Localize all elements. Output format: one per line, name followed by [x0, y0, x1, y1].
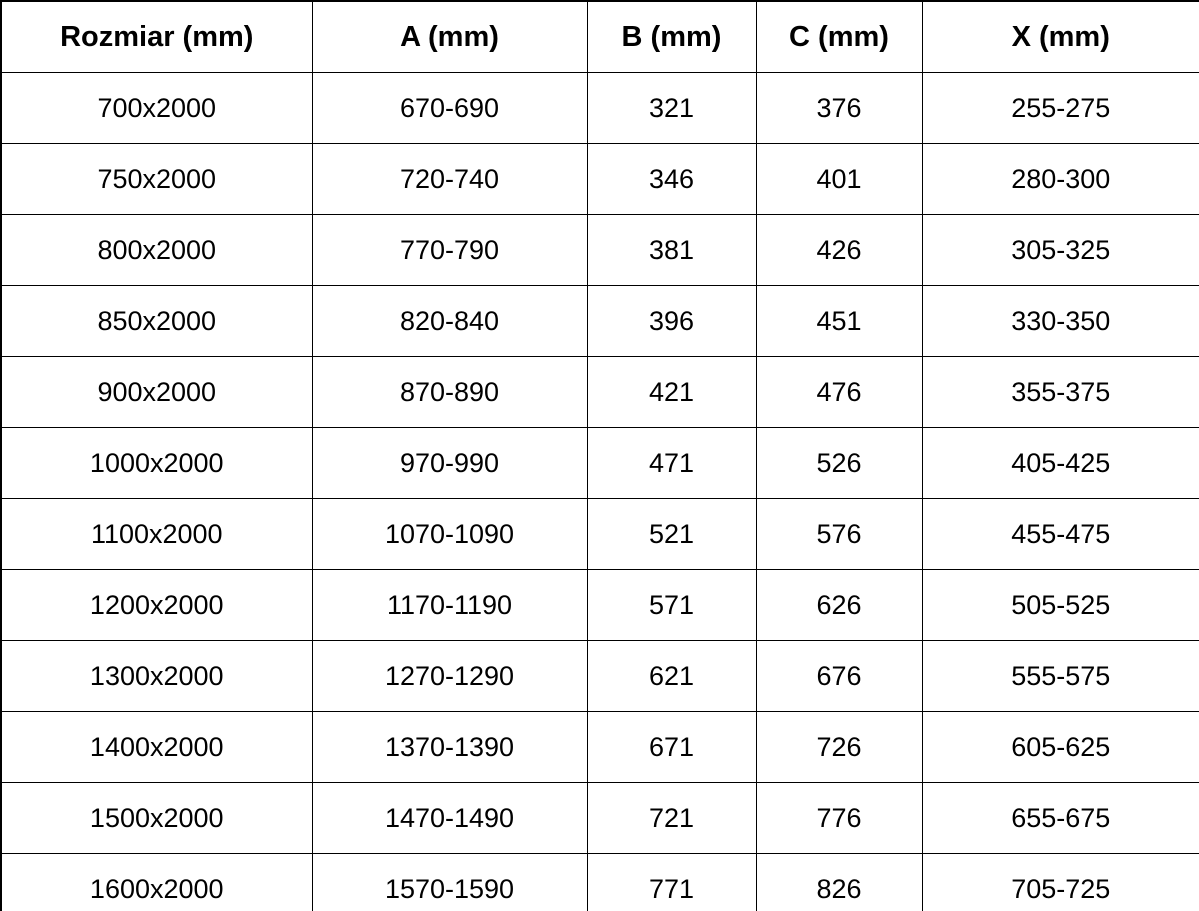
table-cell: 970-990 [311, 427, 588, 499]
table-cell: 671 [586, 711, 757, 783]
table-cell: 626 [755, 569, 923, 641]
table-cell: 576 [755, 498, 923, 570]
table-cell: 1270-1290 [311, 640, 588, 712]
table-cell: 870-890 [311, 356, 588, 428]
column-header: C (mm) [755, 0, 923, 73]
table-row: 900x2000 870-890 421 476 355-375 [0, 356, 1199, 428]
table-row: 1000x2000 970-990 471 526 405-425 [0, 427, 1199, 499]
table-cell: 1070-1090 [311, 498, 588, 570]
column-header: X (mm) [921, 0, 1199, 73]
table-cell: 346 [586, 143, 757, 215]
table-row: 1200x2000 1170-1190 571 626 505-525 [0, 569, 1199, 641]
table-cell: 800x2000 [0, 214, 313, 286]
table-cell: 1000x2000 [0, 427, 313, 499]
table-cell: 555-575 [921, 640, 1199, 712]
table-row: 1500x2000 1470-1490 721 776 655-675 [0, 782, 1199, 854]
table-cell: 1470-1490 [311, 782, 588, 854]
table-cell: 405-425 [921, 427, 1199, 499]
table-row: 750x2000 720-740 346 401 280-300 [0, 143, 1199, 215]
table-cell: 401 [755, 143, 923, 215]
table-cell: 1500x2000 [0, 782, 313, 854]
table-cell: 820-840 [311, 285, 588, 357]
table-cell: 1300x2000 [0, 640, 313, 712]
table-cell: 726 [755, 711, 923, 783]
table-cell: 1400x2000 [0, 711, 313, 783]
table-cell: 421 [586, 356, 757, 428]
table-cell: 376 [755, 72, 923, 144]
table-cell: 900x2000 [0, 356, 313, 428]
table-cell: 521 [586, 498, 757, 570]
table-cell: 330-350 [921, 285, 1199, 357]
table-cell: 455-475 [921, 498, 1199, 570]
table-cell: 700x2000 [0, 72, 313, 144]
table-cell: 1170-1190 [311, 569, 588, 641]
table-cell: 255-275 [921, 72, 1199, 144]
table-cell: 505-525 [921, 569, 1199, 641]
table-cell: 670-690 [311, 72, 588, 144]
table-cell: 721 [586, 782, 757, 854]
table-row: 850x2000 820-840 396 451 330-350 [0, 285, 1199, 357]
table-cell: 280-300 [921, 143, 1199, 215]
table-cell: 720-740 [311, 143, 588, 215]
table-cell: 396 [586, 285, 757, 357]
table-cell: 1570-1590 [311, 853, 588, 911]
table-cell: 426 [755, 214, 923, 286]
table-cell: 381 [586, 214, 757, 286]
table-row: 1400x2000 1370-1390 671 726 605-625 [0, 711, 1199, 783]
table-cell: 1100x2000 [0, 498, 313, 570]
table-cell: 451 [755, 285, 923, 357]
table-row: 1600x2000 1570-1590 771 826 705-725 [0, 853, 1199, 911]
table-cell: 305-325 [921, 214, 1199, 286]
table-cell: 850x2000 [0, 285, 313, 357]
table-row: 800x2000 770-790 381 426 305-325 [0, 214, 1199, 286]
column-header: A (mm) [311, 0, 588, 73]
table-cell: 1200x2000 [0, 569, 313, 641]
table-row: 1100x2000 1070-1090 521 576 455-475 [0, 498, 1199, 570]
table-cell: 705-725 [921, 853, 1199, 911]
table-cell: 571 [586, 569, 757, 641]
table-row: 1300x2000 1270-1290 621 676 555-575 [0, 640, 1199, 712]
table-cell: 776 [755, 782, 923, 854]
table-cell: 1370-1390 [311, 711, 588, 783]
column-header: Rozmiar (mm) [0, 0, 313, 73]
table-cell: 621 [586, 640, 757, 712]
table-cell: 321 [586, 72, 757, 144]
table-cell: 355-375 [921, 356, 1199, 428]
table-cell: 1600x2000 [0, 853, 313, 911]
column-header: B (mm) [586, 0, 757, 73]
table-cell: 676 [755, 640, 923, 712]
table-cell: 826 [755, 853, 923, 911]
table-cell: 770-790 [311, 214, 588, 286]
table-cell: 605-625 [921, 711, 1199, 783]
table-cell: 471 [586, 427, 757, 499]
table-cell: 526 [755, 427, 923, 499]
table-header-row: Rozmiar (mm) A (mm) B (mm) C (mm) X (mm) [0, 0, 1199, 73]
table-cell: 771 [586, 853, 757, 911]
table-cell: 655-675 [921, 782, 1199, 854]
table-cell: 476 [755, 356, 923, 428]
table-cell: 750x2000 [0, 143, 313, 215]
table-row: 700x2000 670-690 321 376 255-275 [0, 72, 1199, 144]
